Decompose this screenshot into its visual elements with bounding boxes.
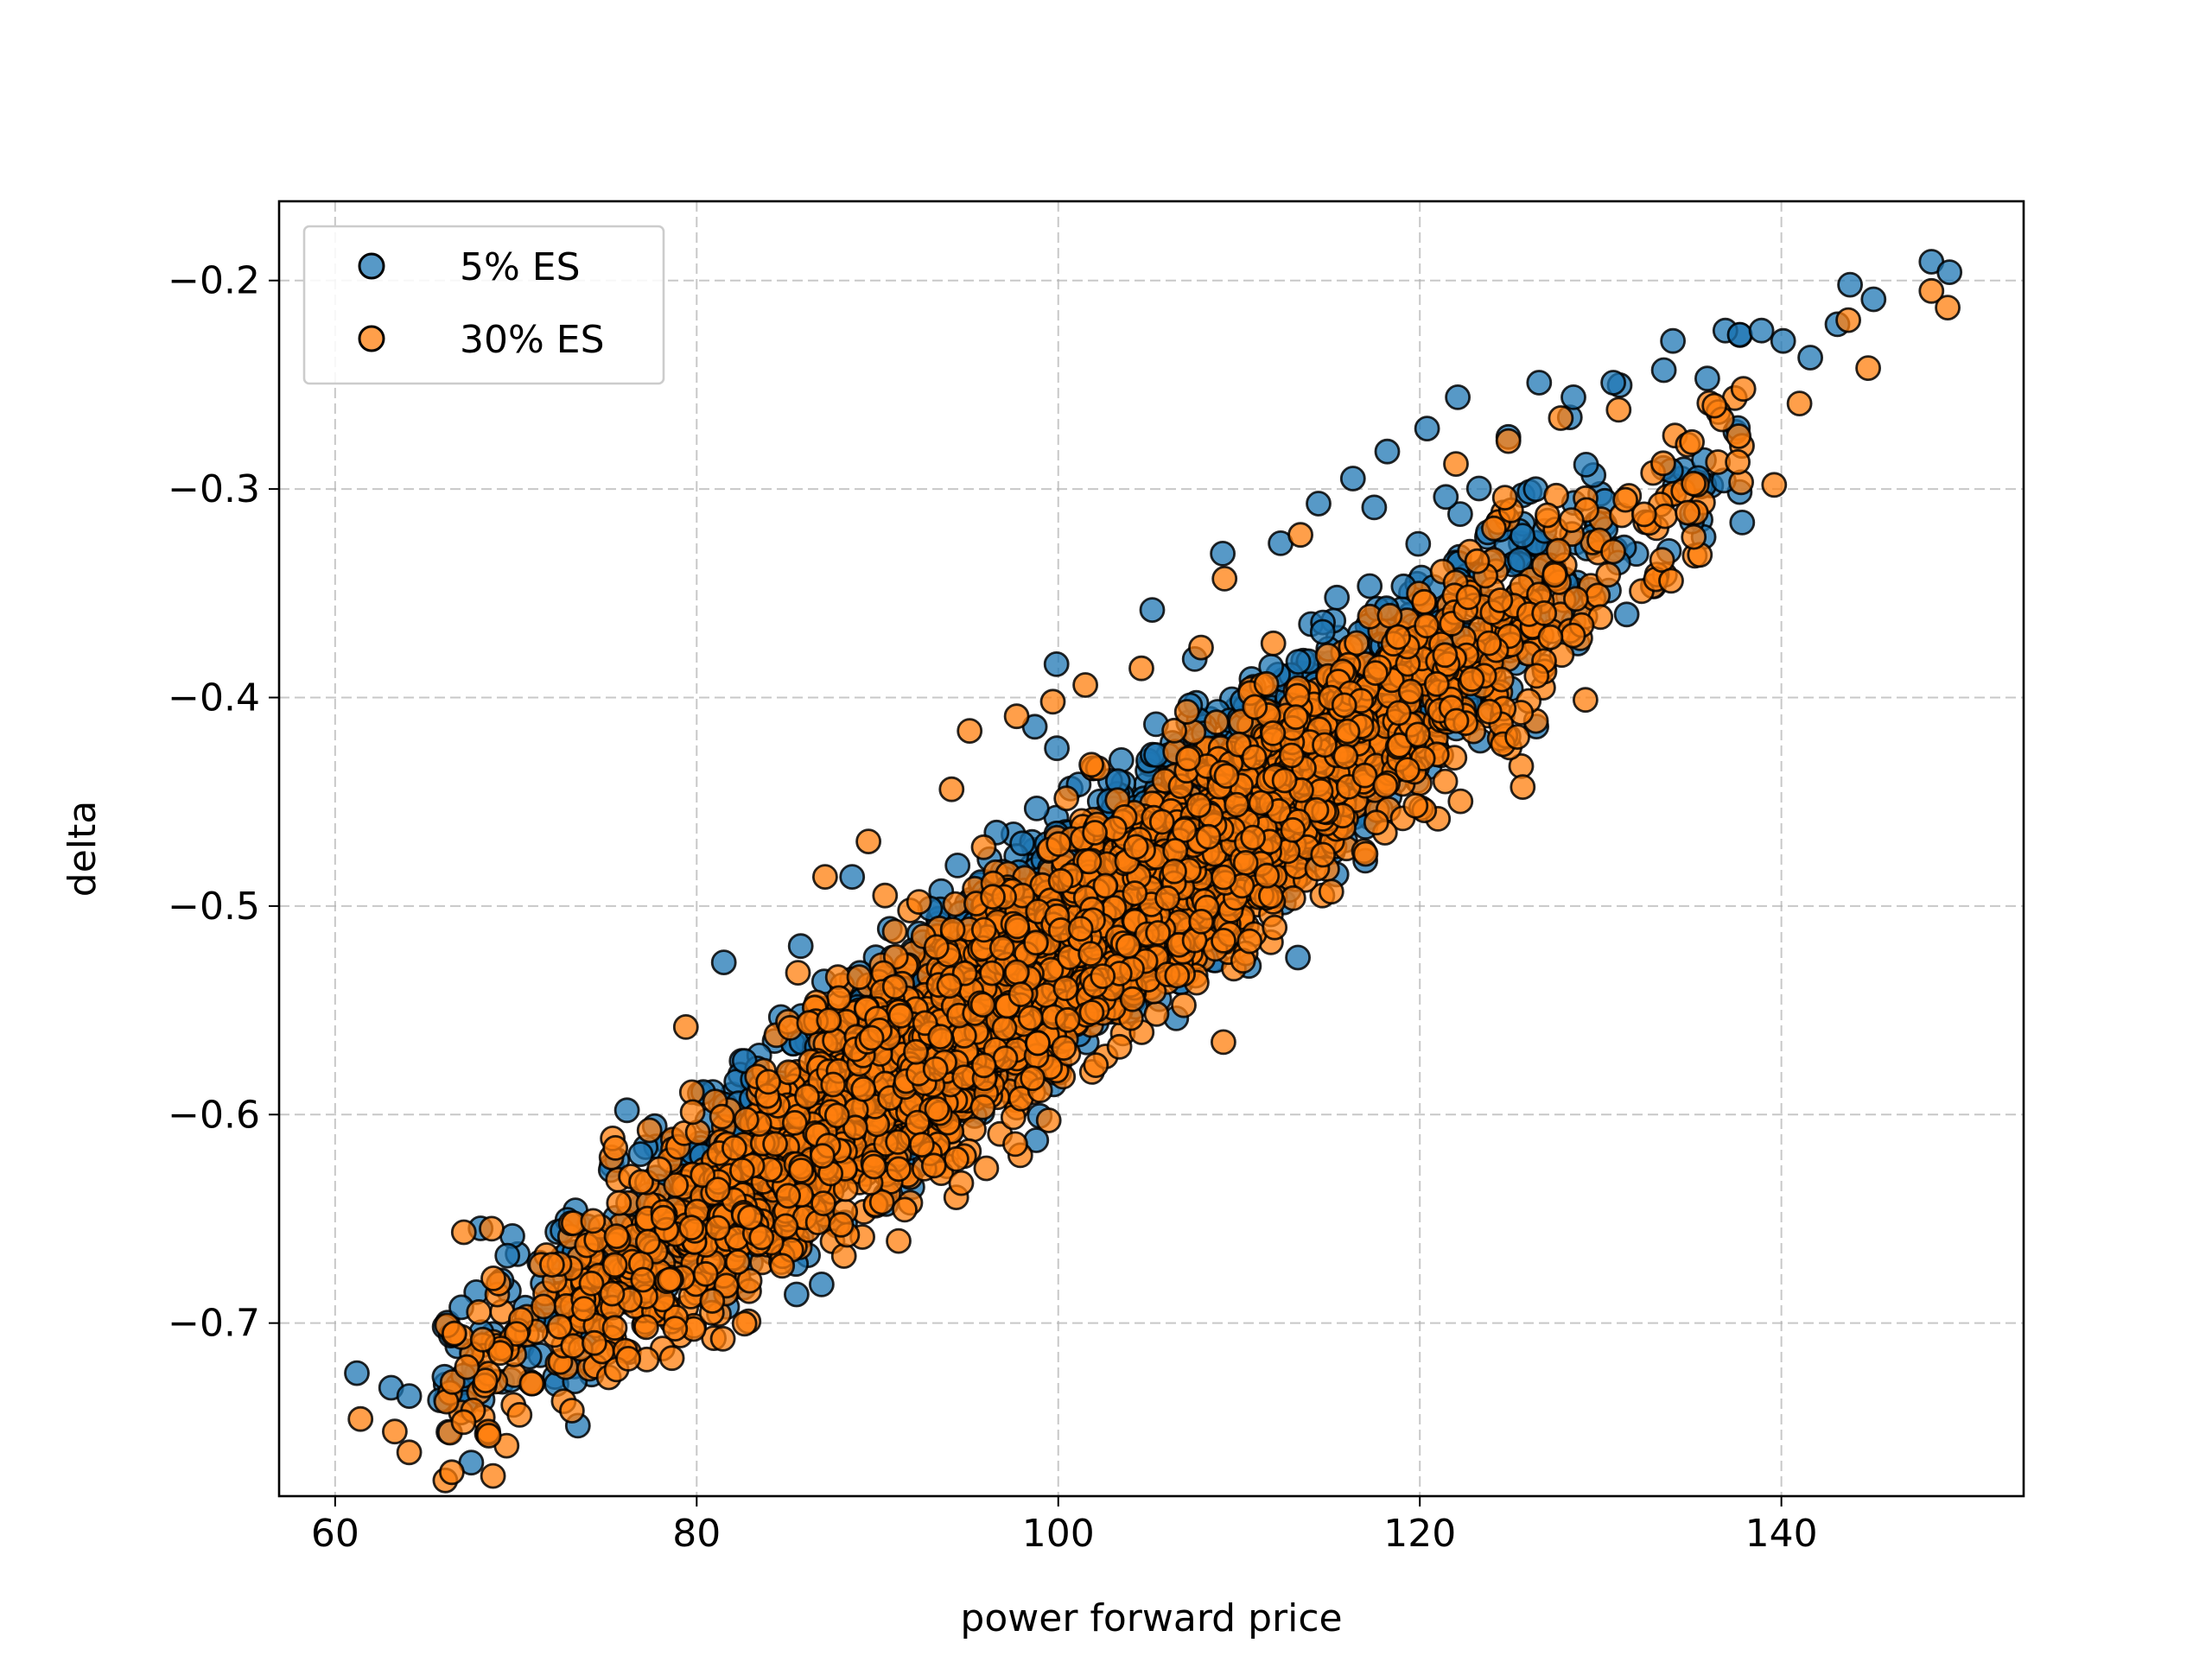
scatter-point xyxy=(1528,371,1551,395)
scatter-point xyxy=(481,1464,505,1488)
scatter-point xyxy=(1434,485,1458,509)
scatter-point xyxy=(1446,385,1470,409)
scatter-point xyxy=(1862,288,1885,311)
scatter-point xyxy=(1695,367,1719,390)
scatter-point xyxy=(607,1191,631,1215)
scatter-point xyxy=(1415,417,1439,441)
scatter-point xyxy=(1449,790,1472,813)
scatter-point xyxy=(963,1118,986,1141)
scatter-point xyxy=(1211,542,1235,565)
scatter-point xyxy=(1799,346,1822,370)
scatter-point xyxy=(496,1244,519,1267)
scatter-point xyxy=(480,1217,504,1240)
scatter-point xyxy=(789,935,812,958)
scatter-point xyxy=(1084,1054,1108,1077)
scatter-point xyxy=(712,951,735,974)
scatter-point xyxy=(832,1245,855,1268)
scatter-point xyxy=(1262,631,1285,655)
scatter-point xyxy=(1615,603,1638,626)
scatter-point xyxy=(1467,477,1491,500)
scatter-point xyxy=(1662,329,1685,352)
scatter-point xyxy=(887,1229,911,1253)
scatter-point xyxy=(397,1385,421,1408)
scatter-point xyxy=(615,1099,639,1122)
scatter-point xyxy=(1287,650,1310,674)
scatter-point xyxy=(1205,711,1228,734)
scatter-point xyxy=(1839,273,1862,296)
scatter-point xyxy=(1287,946,1310,969)
scatter-point xyxy=(1025,796,1048,820)
scatter-point xyxy=(1771,329,1795,352)
scatter-point xyxy=(1037,1109,1060,1132)
scatter-point xyxy=(1358,574,1382,598)
scatter-point xyxy=(1325,586,1349,609)
scatter-point xyxy=(1141,599,1164,622)
scatter-point xyxy=(1728,323,1751,346)
scatter-point xyxy=(1750,319,1773,342)
scatter-point xyxy=(972,835,995,859)
scatter-point xyxy=(1046,737,1069,760)
scatter-point xyxy=(810,1272,833,1296)
scatter-point xyxy=(1731,511,1754,534)
scatter-point xyxy=(1682,472,1706,495)
scatter-point xyxy=(883,920,906,943)
scatter-point xyxy=(1407,532,1430,555)
scatter-point xyxy=(1011,832,1034,855)
scatter-point xyxy=(346,1361,369,1385)
scatter-point xyxy=(874,884,897,907)
scatter-point xyxy=(1211,1031,1235,1054)
scatter-point xyxy=(1311,620,1334,644)
scatter-point xyxy=(1562,385,1586,409)
scatter-point xyxy=(1652,358,1675,382)
scatter-point xyxy=(1345,631,1369,655)
scatter-point xyxy=(1376,440,1399,463)
scatter-point xyxy=(1173,993,1196,1017)
scatter-point xyxy=(1045,652,1068,676)
scatter-point xyxy=(946,853,969,877)
scatter-point xyxy=(785,1283,808,1306)
scatter-point xyxy=(1602,371,1625,395)
scatter-point xyxy=(827,986,850,1010)
scatter-point xyxy=(1307,492,1331,516)
scatter-point xyxy=(1363,496,1386,519)
scatter-point xyxy=(1938,261,1961,284)
scatter-point xyxy=(1341,467,1364,491)
scatter-point xyxy=(1145,1002,1168,1025)
scatter-point xyxy=(1573,688,1597,712)
scatter-point xyxy=(733,1312,756,1335)
scatter-point xyxy=(1574,453,1598,476)
scatter-point xyxy=(1109,748,1133,771)
scatter-point xyxy=(841,866,864,889)
